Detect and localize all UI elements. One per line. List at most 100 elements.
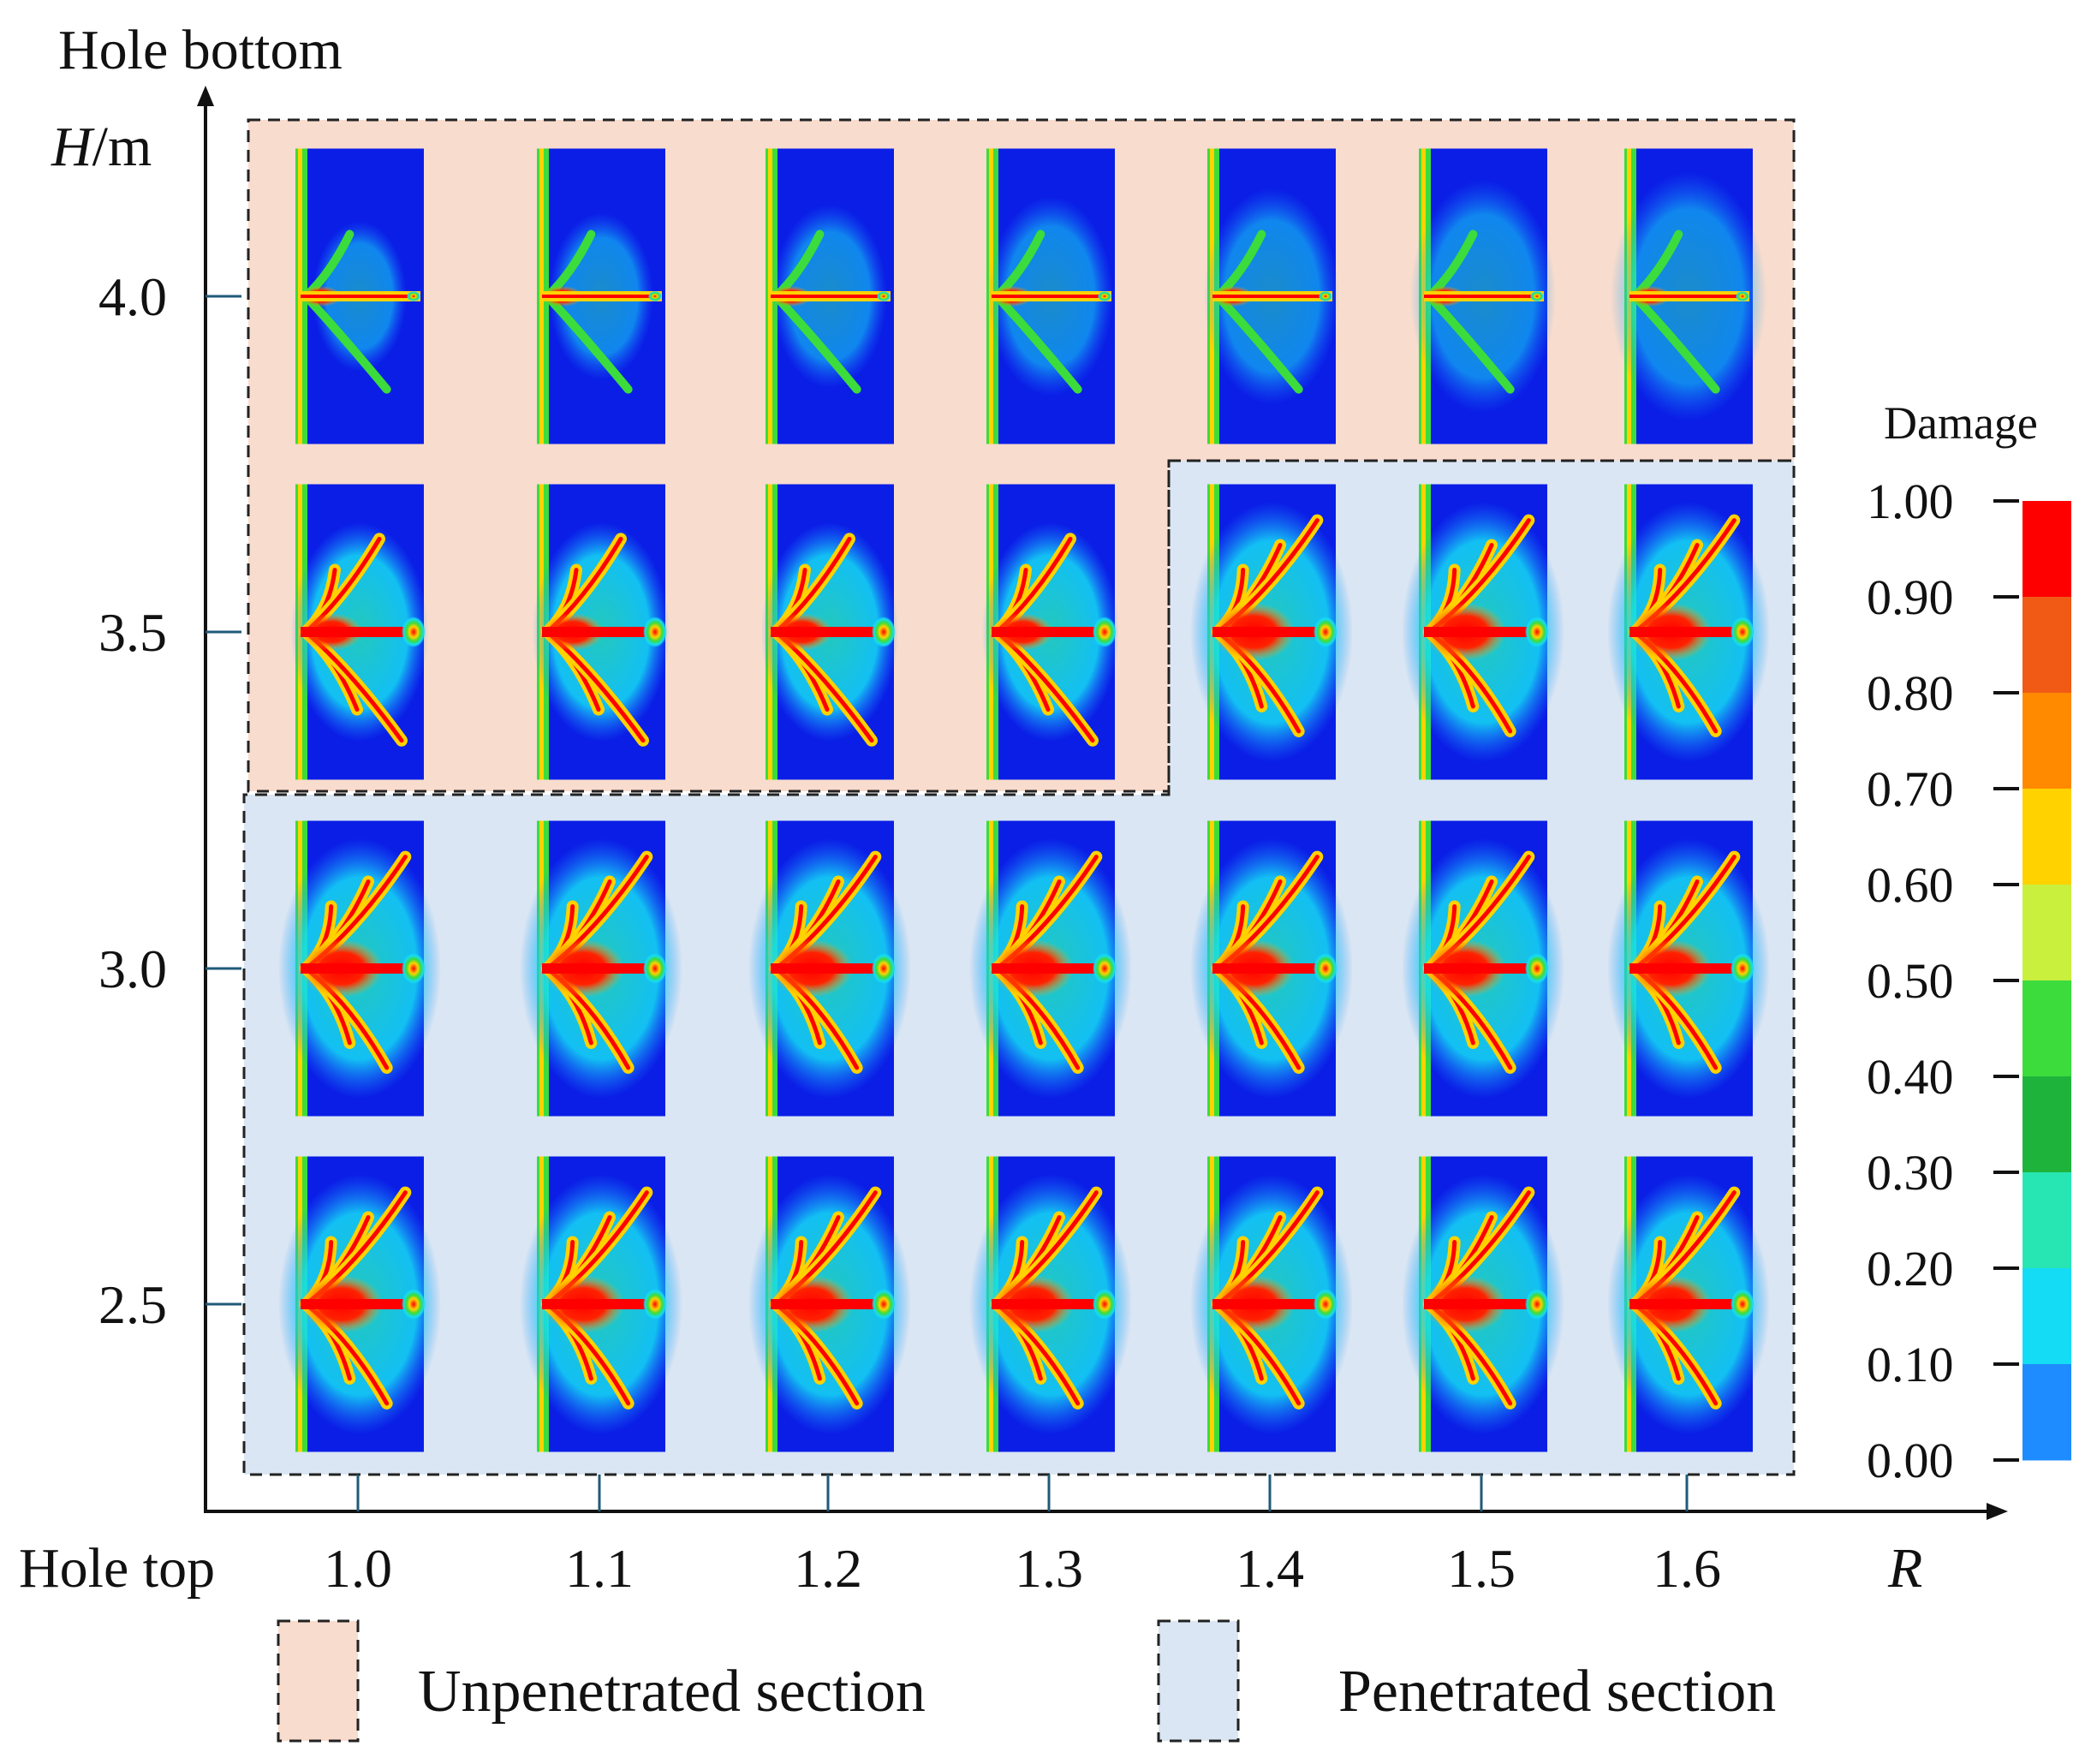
blast-hole-core (1629, 1302, 1741, 1306)
blast-hole-core (542, 1302, 653, 1306)
legend-label-penetrated: Penetrated section (1338, 1659, 1776, 1725)
hole-end-spot (1525, 617, 1549, 647)
blast-hole-core (771, 967, 882, 970)
hole-end-spot (872, 617, 896, 647)
y-axis-label-symbol: H (51, 116, 95, 178)
hole-end-spot (643, 953, 667, 984)
blast-hole-core (301, 295, 412, 298)
blast-hole-core (1212, 295, 1324, 298)
blast-hole-core (1629, 630, 1741, 634)
damage-map-cell (748, 820, 911, 1117)
colorbar-tick-label: 0.40 (1867, 1049, 1954, 1105)
hole-end-spot (1731, 953, 1754, 984)
colorbar-tick-label: 0.10 (1867, 1337, 1954, 1392)
hole-end-spot (643, 1289, 667, 1320)
damage-map-cell (1190, 1156, 1353, 1452)
x-tick-label: 1.2 (794, 1538, 862, 1599)
section-outlines (242, 118, 1796, 1476)
colorbar-bin (2022, 1076, 2071, 1173)
hole-end-spot (643, 617, 667, 647)
colorbar-ticks: 1.00 0.90 0.80 0.70 0.60 0.50 0.40 0.30 0.20 0.10… (1867, 474, 2019, 1488)
damage-map-cell (1190, 484, 1353, 780)
penetrated-outline (242, 459, 1796, 1476)
x-tick-label: 1.0 (324, 1538, 392, 1599)
damage-map-cell (1204, 148, 1339, 444)
colorbar-bin (2022, 1364, 2071, 1461)
blast-hole-core (992, 967, 1103, 970)
colorbar-tick-label: 0.20 (1867, 1241, 1954, 1296)
legend-swatch-penetrated (1157, 1619, 1240, 1743)
blast-hole-core (992, 630, 1103, 634)
damage-map-cell (761, 484, 898, 780)
x-axis-label: R (1887, 1537, 1922, 1600)
blast-hole-core (301, 630, 412, 634)
damage-map-cell (969, 820, 1132, 1117)
damage-map-cell (969, 1156, 1132, 1452)
blast-hole-core (1424, 967, 1535, 970)
hole-end-spot (648, 291, 662, 301)
damage-map-cell (295, 148, 424, 444)
blast-hole-core (771, 1302, 882, 1306)
y-tick-label: 4.0 (98, 266, 167, 327)
blast-hole-core (542, 630, 653, 634)
damage-map-cell (537, 148, 665, 444)
x-axis-origin-label: Hole top (19, 1537, 215, 1600)
colorbar-tick-label: 0.30 (1867, 1145, 1954, 1201)
hole-end-spot (1731, 617, 1754, 647)
hole-end-spot (402, 1289, 426, 1320)
hole-end-spot (872, 1289, 896, 1320)
x-tick-label: 1.3 (1015, 1538, 1083, 1599)
blast-hole-core (1629, 295, 1741, 298)
blast-hole-core (771, 630, 882, 634)
damage-map-cell (1410, 148, 1556, 444)
hole-end-spot (1098, 291, 1111, 301)
damage-map-cell (1607, 1156, 1770, 1452)
axes: 4.0 3.5 3.0 2.5 1.0 1.1 1.2 1.3 1.4 1.5 1.6 Hole … (19, 19, 2008, 1600)
blast-hole-core (1629, 967, 1741, 970)
legend-label-unpenetrated: Unpenetrated section (418, 1659, 926, 1725)
y-ticks: 4.0 3.5 3.0 2.5 (98, 266, 241, 1335)
x-tick-label: 1.4 (1236, 1538, 1304, 1599)
boundary-core (768, 148, 772, 444)
colorbar-tick-label: 0.80 (1867, 665, 1954, 721)
colorbar: Damage 1.00 0.90 0.80 0.70 0.60 0.50 0.40 0.30 0… (1867, 397, 2071, 1488)
blast-hole-core (771, 295, 882, 298)
damage-map-cell (748, 1156, 911, 1452)
x-axis-arrow (1987, 1503, 2008, 1520)
hole-end-spot (1319, 291, 1332, 301)
blast-hole-core (1424, 1302, 1535, 1306)
damage-map-cell (766, 148, 894, 444)
y-tick-label: 2.5 (98, 1274, 167, 1335)
damage-map-cell (278, 1156, 441, 1452)
damage-map-cell (291, 484, 428, 780)
colorbar-bin (2022, 597, 2071, 694)
hole-end-spot (1093, 617, 1117, 647)
blast-hole-core (1424, 630, 1535, 634)
y-axis-label: H/m (51, 116, 152, 178)
y-axis-label-unit: /m (92, 116, 152, 178)
hole-end-spot (1525, 953, 1549, 984)
x-tick-label: 1.5 (1447, 1538, 1516, 1599)
damage-map-cell (986, 148, 1115, 444)
damage-map-cell (1607, 820, 1770, 1117)
colorbar-bin (2022, 501, 2071, 598)
y-axis-arrow (197, 86, 214, 106)
hole-end-spot (1731, 1289, 1754, 1320)
hole-end-spot (402, 617, 426, 647)
damage-map-cell (520, 820, 682, 1117)
colorbar-tick-label: 0.90 (1867, 569, 1954, 625)
colorbar-tick-label: 0.60 (1867, 857, 1954, 913)
blast-hole-core (1212, 967, 1324, 970)
hole-end-spot (407, 291, 420, 301)
boundary-core (298, 148, 302, 444)
hole-end-spot (1736, 291, 1749, 301)
damage-map-cell (278, 820, 441, 1117)
hole-end-spot (1093, 1289, 1117, 1320)
damage-map-cell (1402, 484, 1564, 780)
hole-end-spot (1525, 1289, 1549, 1320)
hole-end-spot (872, 953, 896, 984)
blast-hole-core (542, 967, 653, 970)
y-axis-top-label: Hole bottom (58, 19, 343, 81)
colorbar-bins (2022, 501, 2071, 1461)
